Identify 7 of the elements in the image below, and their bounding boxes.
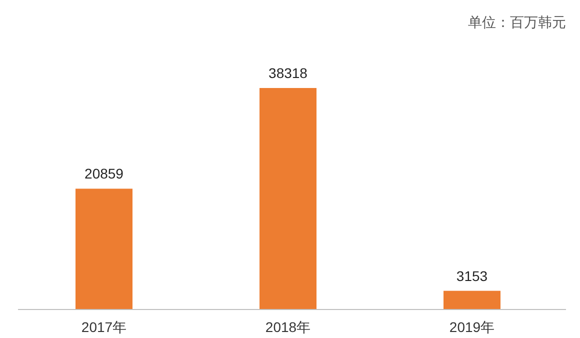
text: 单位：百万韩元	[468, 14, 566, 30]
data-label: 38318	[268, 65, 308, 81]
x-tick-label: 2019年	[449, 319, 495, 335]
data-label: 20859	[84, 166, 124, 182]
x-tick-label: 2018年	[265, 319, 311, 335]
x-tick-label: 2017年	[81, 319, 127, 335]
data-label: 3153	[456, 268, 488, 284]
